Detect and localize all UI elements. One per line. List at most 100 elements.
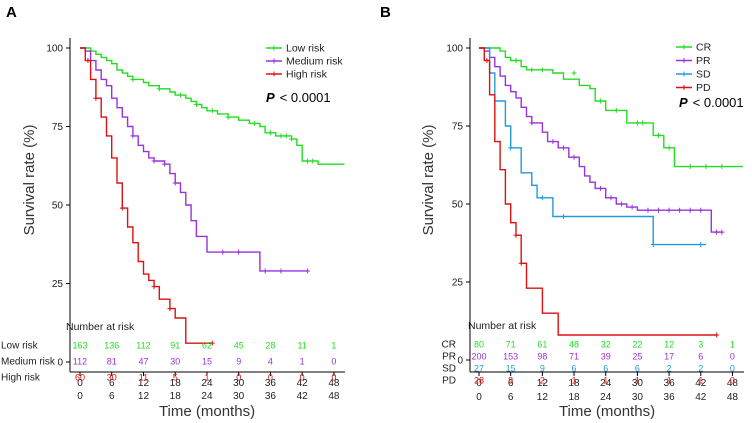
panel-a-risk-value-low-risk: 136 [104, 341, 119, 351]
panel-a-censor-mark-medium-risk [172, 180, 178, 186]
panel-a-risk-value-medium-risk: 1 [300, 357, 305, 367]
panel-a-risk-value-high-risk: 5 [173, 373, 178, 383]
panel-a-risk-value-medium-risk: 112 [73, 357, 87, 367]
panel-b-censor-mark-cr [666, 145, 672, 151]
panel-b-censor-mark-cr [703, 164, 709, 170]
panel-a-risk-value-medium-risk: 4 [268, 357, 273, 367]
panel-a-risk-time-label: 18 [170, 391, 182, 402]
panel-b-curve-pd [479, 47, 717, 336]
panel-a-legend-mark-medium-risk [271, 58, 277, 64]
panel-b-censor-mark-sd [698, 242, 704, 248]
panel-b-risk-value-sd: 9 [540, 364, 545, 374]
panel-b-risk-time-label: 36 [664, 392, 676, 403]
panel-b-censor-mark-cr [529, 67, 535, 73]
panel-a-censor-mark-high-risk [151, 284, 157, 290]
panel-b-y-ticks: 0 25 50 75 100 [446, 44, 470, 367]
panel-a-risk-time-label: 36 [265, 391, 277, 402]
panel-a-risk-value-low-risk: 28 [265, 341, 275, 351]
panel-b-risk-value-pr: 98 [537, 352, 547, 362]
panel-a-censor-mark-medium-risk [278, 268, 284, 274]
panel-a-censor-mark-low-risk [267, 130, 273, 136]
panel-a-censor-mark-low-risk [178, 92, 184, 98]
panel-b-risk-value-pd: 1 [635, 376, 640, 386]
panel-a-censor-mark-low-risk [304, 158, 310, 164]
panel-a-censor-mark-high-risk [93, 95, 99, 101]
panel-a-y-axis-title: Survival rate (%) [21, 125, 38, 236]
panel-b-x-axis-title: Time (months) [559, 403, 655, 420]
panel-a-risk-value-medium-risk: 47 [138, 357, 148, 367]
panel-b-censor-mark-sd [650, 242, 656, 248]
panel-a-censor-mark-medium-risk [130, 133, 136, 139]
panel-b-risk-value-pd: 1 [698, 376, 703, 386]
panel-b-x-tick-label: 48 [727, 378, 739, 389]
panel-a-x-axis-title: Time (months) [159, 403, 255, 420]
panel-b-risk-value-pr: 153 [503, 352, 518, 362]
panel-b-risk-time-label: 24 [600, 392, 612, 403]
panel-a-legend-label-low-risk: Low risk [286, 43, 325, 55]
panel-a-censor-mark-medium-risk [304, 268, 310, 274]
panel-b-risk-time-label: 42 [695, 392, 707, 403]
panel-b-censor-mark-cr [571, 70, 577, 76]
panel-b-risk-value-pr: 39 [601, 352, 611, 362]
panel-b-censor-mark-cr [719, 164, 725, 170]
panel-b-p-text: < 0.0001 [693, 95, 744, 110]
panel-b-risk-value-pd: 0 [730, 376, 735, 386]
panel-b-censor-mark-pr [666, 207, 672, 213]
panel-b-y-tick-label: 100 [446, 44, 463, 55]
panel-b-censor-mark-sd [508, 145, 514, 151]
panel-b-risk-row-label-cr: CR [442, 340, 456, 351]
panel-a-risk-value-high-risk: 0 [300, 373, 305, 383]
panel-a-risk-value-low-risk: 91 [170, 341, 180, 351]
panel-a-risk-time-label: 12 [138, 391, 150, 402]
panel-b-risk-value-pd: 8 [508, 376, 513, 386]
panel-a-risk-value-low-risk: 11 [298, 341, 307, 351]
panel-b-censor-mark-cr [687, 164, 693, 170]
panel-a-risk-row-label-high-risk: High risk [1, 373, 41, 384]
panel-a-curves [80, 47, 345, 346]
panel-a-risk-time-label: 24 [201, 391, 213, 402]
panel-a-y-tick-label: 0 [57, 358, 63, 369]
panel-b-curve-pr [479, 47, 722, 233]
panel-b-risk-time-label: 18 [568, 392, 580, 403]
panel-b-censor-mark-pr [560, 145, 566, 151]
panel-b-risk-time-label: 12 [537, 392, 549, 403]
panel-b-y-tick-label: 50 [452, 200, 464, 211]
panel-b-x-tick-label: 0 [476, 378, 482, 389]
panel-a-risk-value-high-risk: 11 [139, 373, 148, 383]
panel-a-y-tick-label: 100 [46, 44, 63, 55]
panel-a-censor-mark-medium-risk [162, 161, 168, 167]
panel-b-risk-value-pd: 1 [572, 376, 577, 386]
panel-b-risk-row-label-pd: PD [442, 376, 456, 387]
panel-a-risk-time-label: 30 [233, 391, 245, 402]
panel-b-censor-mark-pr [550, 139, 556, 145]
panel-b-risk-value-sd: 0 [730, 364, 735, 374]
panel-b-censor-mark-pr [597, 185, 603, 191]
panel-b-risk-value-pr: 6 [698, 352, 703, 362]
panel-b-risk-value-pr: 25 [632, 352, 642, 362]
panel-a-x-ticks: 0 6 12 18 24 30 36 42 480 6 12 18 24 30 36 42 48 [77, 372, 340, 402]
panel-a-y-tick-label: 25 [52, 279, 64, 290]
panel-b-risk-value-sd: 6 [635, 364, 640, 374]
panel-a-risk-value-medium-risk: 30 [170, 357, 180, 367]
panel-a-censor-mark-high-risk [85, 58, 91, 64]
panel-b-legend-label-sd: SD [696, 69, 711, 81]
panel-b-risk-value-cr: 22 [632, 340, 642, 350]
panel-b-risk-value-pr: 0 [730, 352, 735, 362]
panel-b-censor-mark-pd [714, 332, 720, 338]
panel-b-y-axis-title: Survival rate (%) [420, 125, 437, 236]
panel-a-censor-mark-high-risk [119, 205, 125, 211]
panel-b-p-label: P [679, 95, 688, 110]
panel-a-risk-value-medium-risk: 15 [202, 357, 212, 367]
panel-a-censor-mark-high-risk [209, 340, 215, 346]
panel-b-x-tick-label: 12 [537, 378, 549, 389]
panel-b-risk-value-cr: 3 [698, 340, 703, 350]
panel-a-censor-mark-low-risk [156, 86, 162, 92]
panel-a-x-tick-label: 12 [138, 378, 150, 389]
panel-b-risk-header: Number at risk [468, 320, 537, 332]
panel-b-risk-value-pd: 1 [603, 376, 608, 386]
panel-b-risk-value-cr: 71 [506, 340, 516, 350]
panel-b-risk-value-cr: 80 [474, 340, 484, 350]
